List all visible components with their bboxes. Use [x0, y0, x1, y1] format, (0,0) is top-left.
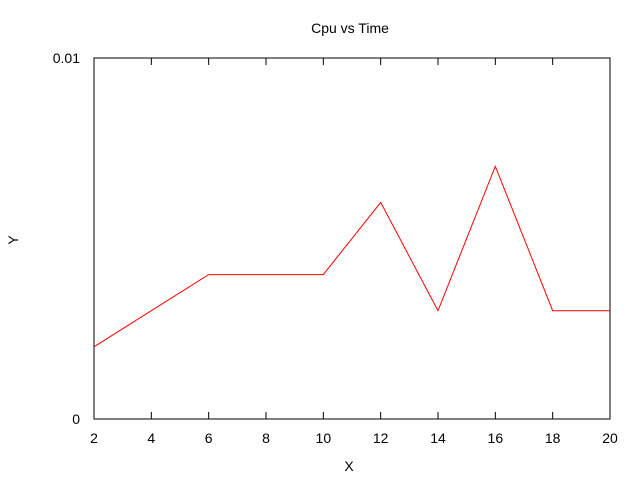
- y-tick-label: 0: [72, 411, 80, 427]
- x-tick-label: 2: [90, 430, 98, 446]
- chart-title: Cpu vs Time: [311, 20, 389, 36]
- y-axis-label: Y: [5, 235, 21, 245]
- x-tick-label: 20: [602, 430, 618, 446]
- series-line-0: [93, 164, 610, 348]
- x-tick-label: 16: [488, 430, 504, 446]
- plot-frame: [93, 57, 611, 420]
- x-tick-label: 6: [205, 430, 213, 446]
- x-tick-label: 4: [147, 430, 155, 446]
- x-axis: 2 4 6 8 10 12 14 16 18 20: [90, 58, 618, 446]
- x-tick-label: 18: [545, 430, 561, 446]
- x-axis-label: X: [344, 458, 354, 474]
- x-tick-label: 14: [430, 430, 446, 446]
- y-axis: 00.01: [53, 50, 610, 427]
- x-tick-label: 8: [262, 430, 270, 446]
- y-tick-label: 0.01: [53, 50, 80, 66]
- series-layer: [93, 164, 610, 348]
- x-tick-label: 12: [373, 430, 389, 446]
- x-tick-label: 10: [316, 430, 332, 446]
